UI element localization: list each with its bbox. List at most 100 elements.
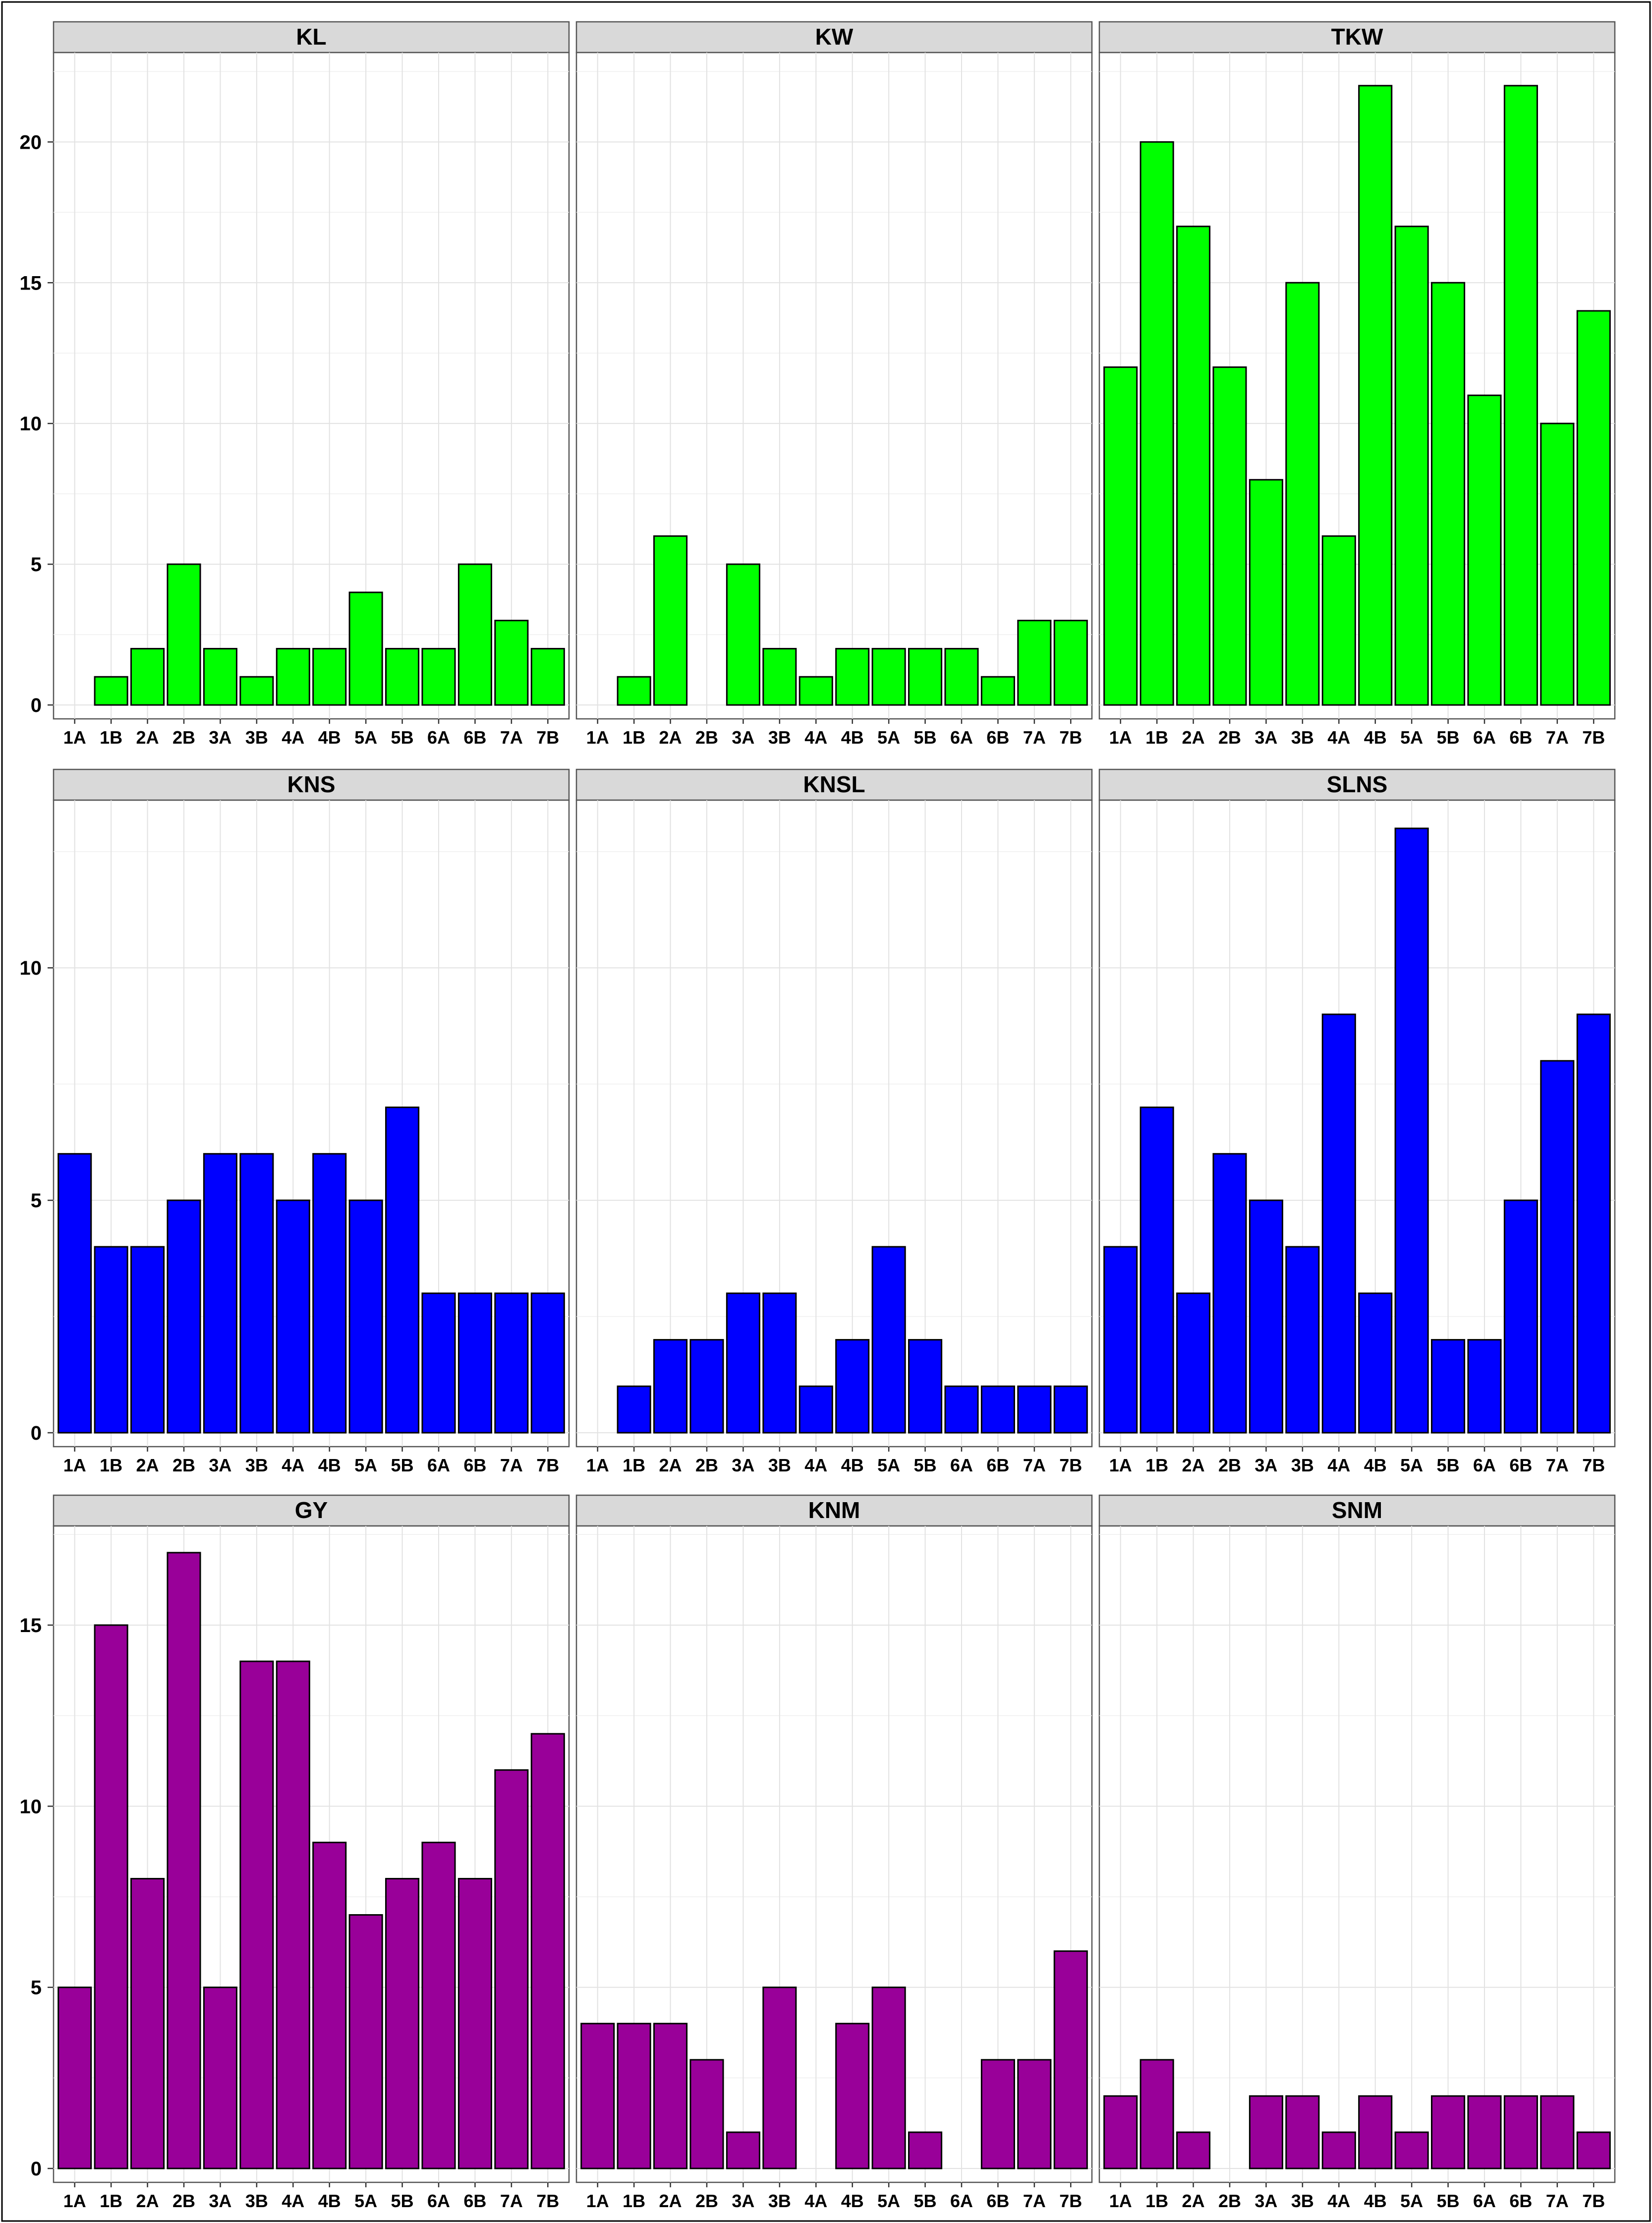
bar-5a (348, 1914, 383, 2169)
x-tick-label: 6A (1473, 1455, 1496, 1475)
x-tick-label: 6A (1473, 727, 1496, 748)
bar-2a (1176, 226, 1211, 706)
bar-7b (530, 1292, 565, 1434)
x-tick-label: 4A (1327, 727, 1350, 748)
x-tick-label: 5B (914, 2191, 937, 2211)
x-tick-label: 6A (427, 1455, 450, 1475)
x-tick-label: 2B (695, 1455, 718, 1475)
bar-7b (1576, 1013, 1611, 1434)
x-tick-label: 1A (1109, 2191, 1132, 2211)
bar-3b (239, 1153, 274, 1434)
panel-title: KL (296, 24, 326, 50)
x-tick-label: 4B (318, 1455, 341, 1475)
bar-5b (1431, 1339, 1466, 1434)
bar-6b (457, 1877, 492, 2169)
bar-4a (276, 647, 310, 706)
x-tick-label: 1A (1109, 727, 1132, 748)
panel-kw: KW 1A 1B 2A 2B 3A 3B 4A 4B 5A 5B 6A 6B 7A 7B (575, 21, 1093, 748)
x-tick-label: 6B (1509, 1455, 1532, 1475)
bar-3b (762, 1987, 797, 2169)
x-tick-label: 6A (427, 727, 450, 748)
bar-3a (726, 563, 760, 706)
bar-5b (908, 647, 943, 706)
bar-3a (203, 647, 237, 706)
bar-6a (1467, 2095, 1502, 2169)
x-tick-label: 4B (841, 727, 864, 748)
bar-4a (798, 676, 833, 706)
bar-6a (421, 1841, 456, 2169)
x-tick-label: 5B (391, 727, 414, 748)
bar-3a (203, 1987, 237, 2169)
bar-6a (1467, 394, 1502, 706)
bar-1b (617, 2023, 651, 2169)
x-tick-label: 1B (1145, 1455, 1168, 1475)
panel-gy: GY 1A 1B 2A 2B 3A 3B 4A 4B 5A 5B 6A 6B 7A 7B (53, 1494, 570, 2211)
x-tick-label: 2A (136, 2191, 159, 2211)
x-tick-label: 4A (282, 1455, 304, 1475)
bar-3a (1249, 479, 1283, 706)
bar-4b (312, 1153, 347, 1434)
x-tick-label: 3B (1291, 1455, 1314, 1475)
bar-4b (1358, 1292, 1393, 1434)
bar-3b (239, 676, 274, 706)
bar-5a (1394, 827, 1429, 1434)
bar-7b (1576, 310, 1611, 706)
bar-6a (1467, 1339, 1502, 1434)
bar-4a (1321, 535, 1356, 706)
x-tick-label: 6A (950, 2191, 973, 2211)
panel-strip (53, 1494, 570, 1527)
x-tick-label: 3A (209, 2191, 231, 2211)
bar-3b (762, 1292, 797, 1434)
x-tick-label: 7A (500, 727, 523, 748)
bar-5a (871, 1987, 906, 2169)
bar-5b (1431, 2095, 1466, 2169)
bar-5b (908, 1339, 943, 1434)
x-tick-label: 2B (172, 727, 195, 748)
panel-title: KNM (808, 1497, 860, 1523)
bar-3b (1285, 1246, 1320, 1434)
x-tick-label: 2B (172, 2191, 195, 2211)
bar-7a (1540, 2095, 1575, 2169)
x-tick-label: 3B (768, 1455, 791, 1475)
bar-2b (1212, 366, 1247, 706)
x-tick-label: 6B (1509, 727, 1532, 748)
bar-4b (1358, 2095, 1393, 2169)
bar-4b (835, 1339, 870, 1434)
x-tick-label: 6B (1509, 2191, 1532, 2211)
panel-knsl: KNSL 1A 1B 2A 2B 3A 3B 4A 4B 5A 5B 6A 6B 7A 7B (575, 768, 1093, 1475)
bar-2a (1176, 1292, 1211, 1434)
bar-2b (167, 563, 201, 706)
panel-kns: KNS 1A 1B 2A 2B 3A 3B 4A 4B 5A 5B 6A 6B 7A 7B (53, 768, 570, 1475)
bar-6b (980, 676, 1015, 706)
bar-5b (385, 1877, 420, 2169)
x-tick-label: 3B (768, 727, 791, 748)
y-tick-label: 5 (31, 554, 42, 576)
bar-7a (1017, 1385, 1052, 1434)
bar-6b (980, 1385, 1015, 1434)
panel-slns: SLNS 1A 1B 2A 2B 3A 3B 4A 4B 5A 5B 6A 6B 7A 7B (1098, 768, 1616, 1475)
bar-6b (1503, 1199, 1538, 1434)
x-tick-label: 5A (1400, 727, 1423, 748)
panel-tkw: TKW 1A 1B 2A 2B 3A 3B 4A 4B 5A 5B 6A 6B 7A 7B (1098, 21, 1616, 748)
x-tick-label: 7B (536, 1455, 559, 1475)
bar-3b (239, 1660, 274, 2169)
x-tick-label: 4B (318, 2191, 341, 2211)
x-tick-label: 3B (768, 2191, 791, 2211)
bar-7a (494, 1292, 529, 1434)
x-tick-label: 1B (100, 1455, 122, 1475)
bar-6b (457, 563, 492, 706)
x-tick-label: 1A (63, 1455, 86, 1475)
y-tick-label: 0 (31, 695, 42, 716)
bar-1b (1139, 2059, 1174, 2169)
x-tick-label: 2A (659, 1455, 682, 1475)
x-tick-label: 3B (1291, 727, 1314, 748)
bar-5a (871, 1246, 906, 1434)
bar-2a (653, 2023, 688, 2169)
x-tick-label: 3A (209, 1455, 231, 1475)
x-tick-label: 5B (914, 727, 937, 748)
x-tick-label: 2B (695, 2191, 718, 2211)
bar-5b (1431, 282, 1466, 706)
x-tick-label: 1B (100, 2191, 122, 2211)
bar-7b (1053, 1385, 1088, 1434)
